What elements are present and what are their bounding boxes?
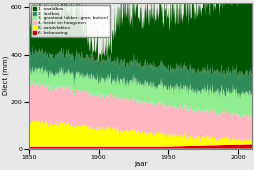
X-axis label: jaar: jaar bbox=[133, 161, 147, 167]
Legend: 1. naaldbos, 2. loofbos, 3. grasland (akker, gras, buiten), 4. heide en hoogveen: 1. naaldbos, 2. loofbos, 3. grasland (ak… bbox=[31, 5, 109, 37]
Y-axis label: Diect (mm): Diect (mm) bbox=[3, 56, 9, 95]
